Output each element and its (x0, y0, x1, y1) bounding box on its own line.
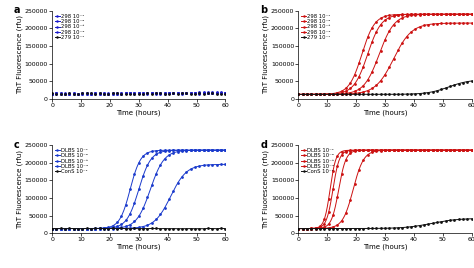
Text: b: b (260, 5, 267, 16)
X-axis label: Time (hours): Time (hours) (363, 244, 407, 250)
Y-axis label: ThT Fluorescence (rfu): ThT Fluorescence (rfu) (17, 150, 23, 229)
Text: a: a (14, 5, 20, 16)
Text: c: c (14, 140, 20, 150)
Text: d: d (260, 140, 267, 150)
Legend: 298 10⁻¹, 298 10⁻², 298 10⁻³, 298 10⁻⁴, 279 10⁻¹: 298 10⁻¹, 298 10⁻², 298 10⁻³, 298 10⁻⁴, … (55, 13, 84, 40)
X-axis label: Time (hours): Time (hours) (363, 110, 407, 116)
Legend: DLBS 10⁻¹, DLBS 10⁻², DLBS 10⁻³, DLBS 10⁻⁴, ConS 10⁻¹: DLBS 10⁻¹, DLBS 10⁻², DLBS 10⁻³, DLBS 10… (301, 147, 334, 175)
Legend: DLBS 10⁻¹, DLBS 10⁻², DLBS 10⁻³, DLBS 10⁻⁴, ConS 10⁻¹: DLBS 10⁻¹, DLBS 10⁻², DLBS 10⁻³, DLBS 10… (55, 147, 88, 175)
Y-axis label: ThT Fluorescence (rfu): ThT Fluorescence (rfu) (17, 15, 23, 94)
Y-axis label: ThT Fluorescence (rfu): ThT Fluorescence (rfu) (263, 150, 269, 229)
X-axis label: Time (hours): Time (hours) (117, 110, 161, 116)
Y-axis label: ThT Fluorescence (rfu): ThT Fluorescence (rfu) (263, 15, 269, 94)
Legend: 298 10⁻¹, 298 10⁻², 298 10⁻³, 298 10⁻⁴, 279 10⁻¹: 298 10⁻¹, 298 10⁻², 298 10⁻³, 298 10⁻⁴, … (301, 13, 331, 40)
X-axis label: Time (hours): Time (hours) (117, 244, 161, 250)
